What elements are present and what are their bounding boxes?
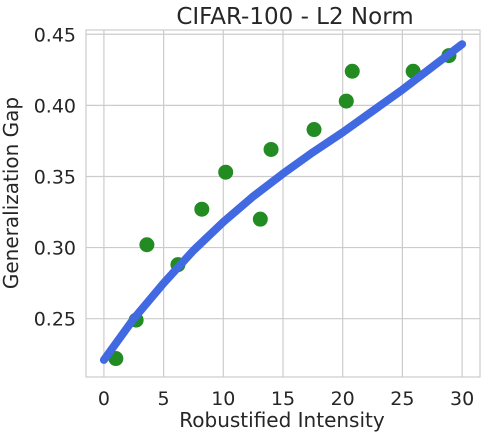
series-layer bbox=[99, 40, 467, 367]
data-point bbox=[218, 164, 234, 180]
data-point bbox=[252, 211, 268, 227]
x-tick-label: 25 bbox=[390, 388, 414, 410]
y-tick-label: 0.35 bbox=[34, 166, 76, 188]
fit-curve-line bbox=[99, 40, 467, 364]
data-point bbox=[263, 141, 279, 157]
y-tick-label: 0.25 bbox=[34, 309, 76, 331]
x-tick-label: 0 bbox=[98, 388, 110, 410]
chart-title: CIFAR-100 - L2 Norm bbox=[176, 4, 413, 30]
data-point bbox=[344, 63, 360, 79]
y-tick-label: 0.45 bbox=[34, 24, 76, 46]
x-tick-label: 10 bbox=[211, 388, 235, 410]
x-tick-label: 30 bbox=[450, 388, 474, 410]
x-tick-label: 20 bbox=[331, 388, 355, 410]
data-point bbox=[306, 122, 322, 138]
data-point bbox=[194, 201, 210, 217]
x-tick-label: 15 bbox=[271, 388, 295, 410]
tick-labels: 0 5 10 15 20 25 30 0.25 0.30 0.35 0.40 0.45 bbox=[34, 24, 474, 410]
x-axis-label: Robustified Intensity bbox=[179, 408, 385, 432]
y-axis-label: Generalization Gap bbox=[0, 97, 23, 289]
data-point bbox=[338, 93, 354, 109]
y-tick-label: 0.30 bbox=[34, 238, 76, 260]
y-tick-label: 0.40 bbox=[34, 95, 76, 117]
x-tick-label: 5 bbox=[158, 388, 170, 410]
data-point bbox=[139, 237, 155, 253]
plot-frame bbox=[85, 29, 481, 378]
